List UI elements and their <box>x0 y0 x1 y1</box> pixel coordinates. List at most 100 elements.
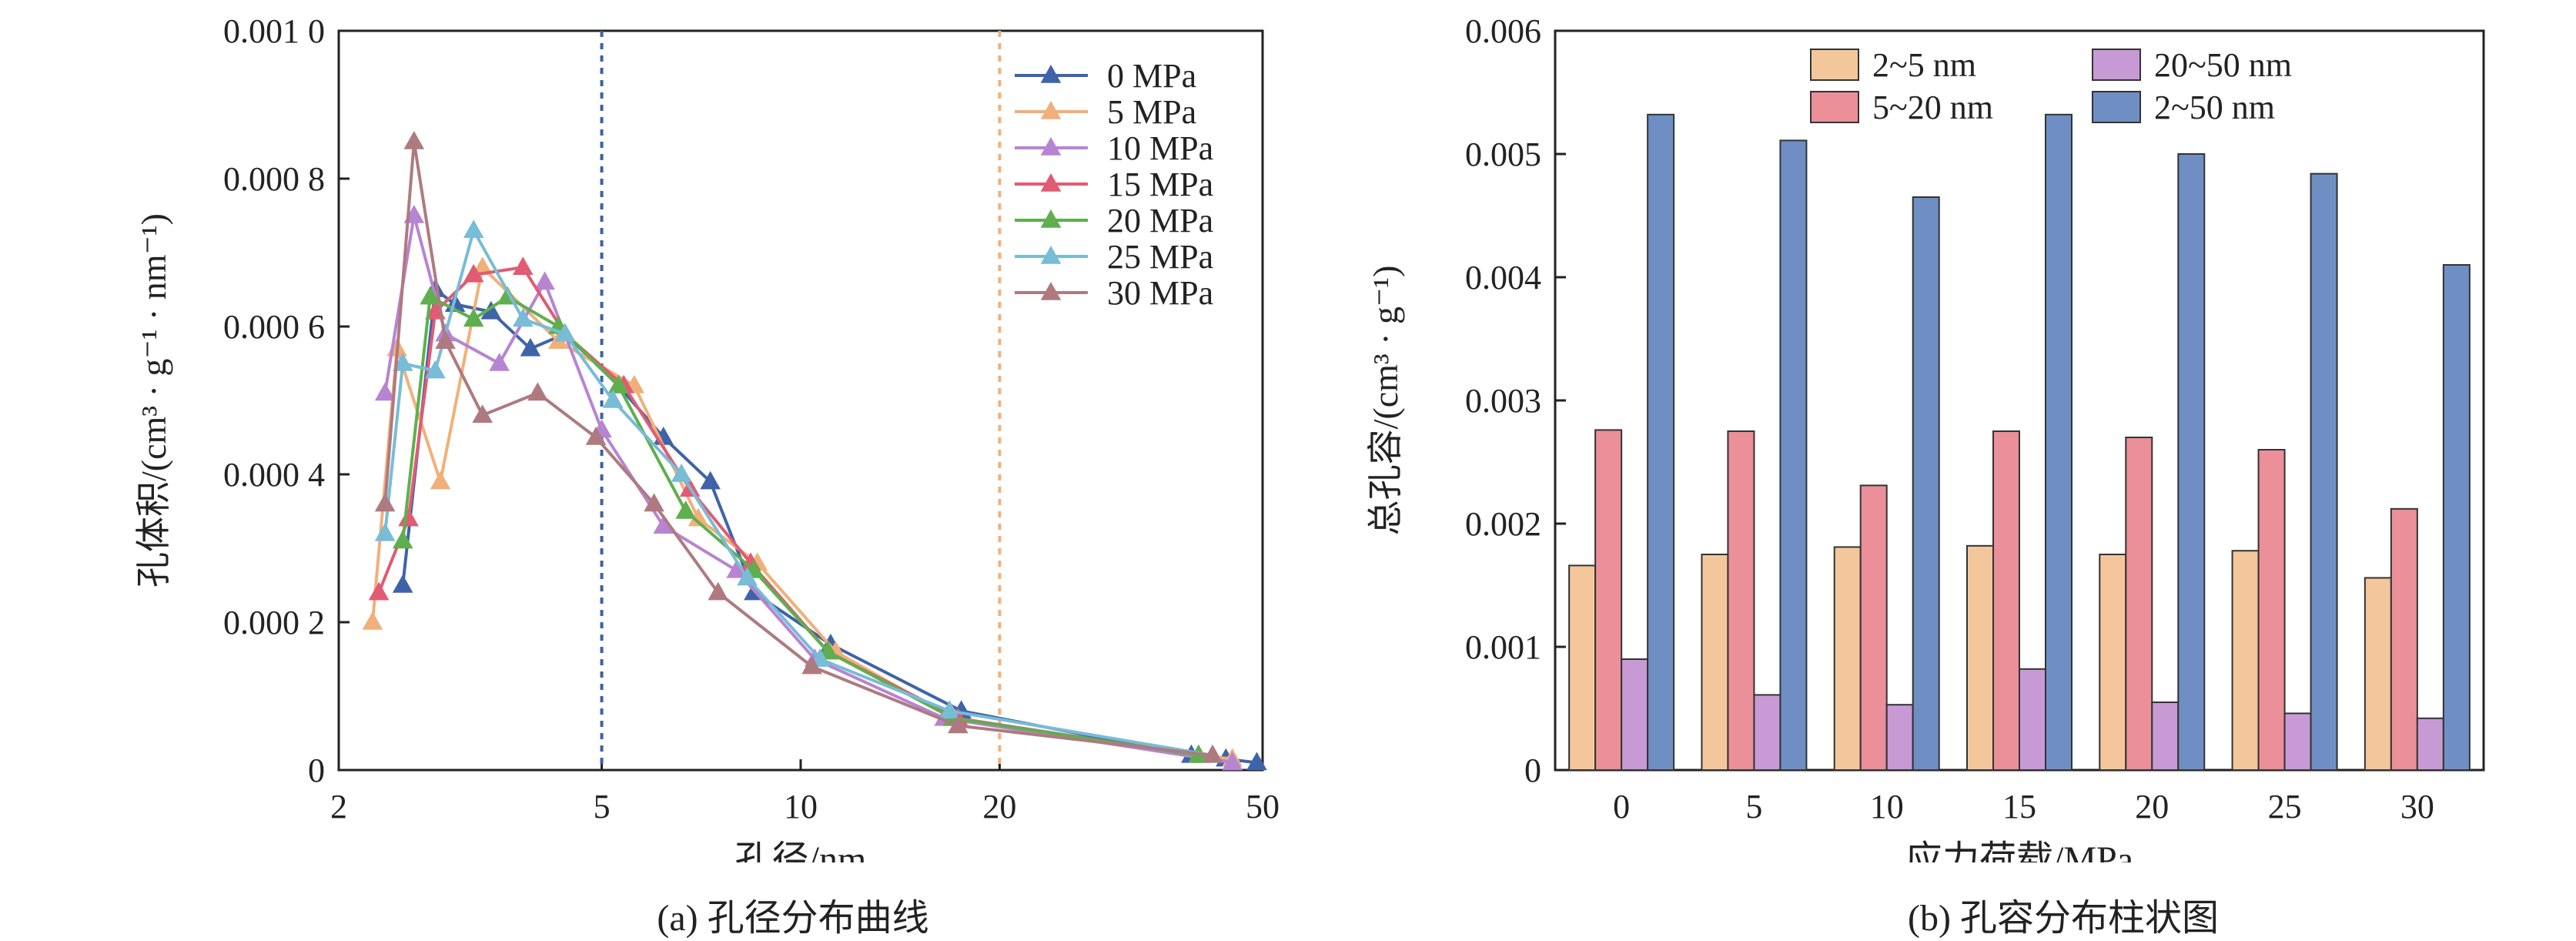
bar-series-2-50-nm <box>1647 113 2471 772</box>
legend-label: 10 MPa <box>1107 129 1213 167</box>
legend-label: 5~20 nm <box>1872 89 1993 126</box>
y-tick-label: 0.000 2 <box>223 604 325 641</box>
bar <box>2099 554 2127 771</box>
x-axis-label: 孔径/nm <box>735 839 867 862</box>
y-tick-label: 0 <box>308 752 325 789</box>
bar <box>2177 153 2206 771</box>
data-point <box>726 559 748 578</box>
bar <box>2390 507 2418 771</box>
bar <box>1966 544 1994 771</box>
data-point <box>472 404 493 423</box>
data-point <box>480 300 502 320</box>
legend-marker <box>1040 209 1062 228</box>
data-point <box>653 515 674 534</box>
series-20-MPa <box>392 286 1209 763</box>
data-point <box>392 574 413 593</box>
legend-label: 2~50 nm <box>2154 89 2275 126</box>
data-point <box>801 655 822 675</box>
data-point <box>608 374 629 393</box>
data-point <box>489 353 510 371</box>
bar <box>2231 550 2260 771</box>
data-point <box>374 493 396 512</box>
data-point <box>362 611 383 630</box>
y-tick-label: 0.006 <box>1465 12 1541 50</box>
legend-marker <box>1040 246 1062 264</box>
bar <box>1647 113 1675 772</box>
data-point <box>425 360 446 379</box>
series-line <box>377 266 1199 757</box>
pore-size-distribution-chart: 2 5 10 20 50 0 0.000 2 0.000 4 0.000 6 0.000 8 0.0… <box>134 12 1280 862</box>
series-line <box>401 294 1199 757</box>
bar <box>2151 702 2180 771</box>
x-tick-label: 30 <box>2400 788 2434 825</box>
y-tick-label: 0.000 8 <box>223 160 325 198</box>
y-tick-label: 0.000 6 <box>223 308 325 346</box>
legend-label: 2~5 nm <box>1872 46 1976 84</box>
data-point <box>1202 744 1223 763</box>
data-point <box>392 353 413 371</box>
legend-marker <box>1040 173 1062 192</box>
y-tick-label: 0.002 <box>1465 505 1541 543</box>
x-tick-label: 25 <box>2268 788 2302 825</box>
x-tick-label: 0 <box>1613 788 1630 825</box>
x-tick-label: 15 <box>2002 788 2036 825</box>
pore-volume-bar-chart: 0 0.001 0.002 0.003 0.004 0.005 0.006 0 5 10 15 20 2… <box>1366 12 2485 862</box>
data-point <box>435 330 456 349</box>
data-point <box>1246 752 1267 771</box>
y-tick-label: 0.000 4 <box>223 456 325 494</box>
data-point <box>700 470 721 490</box>
data-point <box>374 522 396 541</box>
bar <box>1859 484 1888 772</box>
y-tick-label: 0.003 <box>1465 382 1541 420</box>
data-point <box>737 567 758 586</box>
bar <box>2283 712 2312 772</box>
data-point <box>398 507 419 527</box>
data-point <box>463 308 484 327</box>
data-point <box>687 507 709 527</box>
y-tick-label: 0 <box>1524 752 1541 789</box>
bar-series-5-20-nm <box>1594 429 2418 772</box>
legend-label: 15 MPa <box>1107 166 1213 203</box>
series-30-MPa <box>374 131 1223 763</box>
data-point <box>368 581 390 601</box>
bar <box>1594 429 1623 772</box>
series-15-MPa <box>368 256 1209 763</box>
legend-marker <box>1040 101 1062 119</box>
bar <box>2442 264 2471 771</box>
data-point <box>374 382 396 401</box>
data-point <box>534 271 555 290</box>
legend-marker <box>1040 137 1062 156</box>
bar <box>2416 717 2444 771</box>
bar <box>1912 196 1940 771</box>
data-point <box>420 286 441 305</box>
y-tick-label: 0.005 <box>1465 136 1541 173</box>
y-tick-label: 0.004 <box>1465 259 1541 296</box>
data-point <box>463 263 484 283</box>
bar <box>1727 430 1755 771</box>
bar <box>1753 694 1781 772</box>
data-point <box>585 427 607 445</box>
series-0-MPa <box>392 279 1267 771</box>
series-line <box>383 141 1213 757</box>
bar <box>1701 554 1729 771</box>
x-tick-label: 2 <box>330 788 347 825</box>
x-tick-label: 10 <box>784 788 818 825</box>
bar <box>2045 113 2073 772</box>
legend-swatch <box>1810 91 1859 123</box>
data-point <box>512 256 534 275</box>
x-axis-label: 应力荷载/MPa <box>1905 839 2133 862</box>
data-point <box>1222 752 1243 771</box>
legend-swatch <box>2092 49 2141 81</box>
data-point <box>527 382 548 401</box>
data-point <box>392 530 413 549</box>
x-tick-label: 10 <box>1870 788 1904 825</box>
y-axis-label: 总孔容/(cm³ · g⁻¹) <box>1366 266 1405 536</box>
data-point <box>948 715 969 734</box>
data-point <box>403 131 425 149</box>
series-line <box>370 264 1233 761</box>
data-point <box>644 493 664 512</box>
bar <box>2310 172 2338 772</box>
caption-b: (b) 孔容分布柱状图 <box>1908 898 2219 939</box>
legend-label: 0 MPa <box>1107 57 1196 95</box>
